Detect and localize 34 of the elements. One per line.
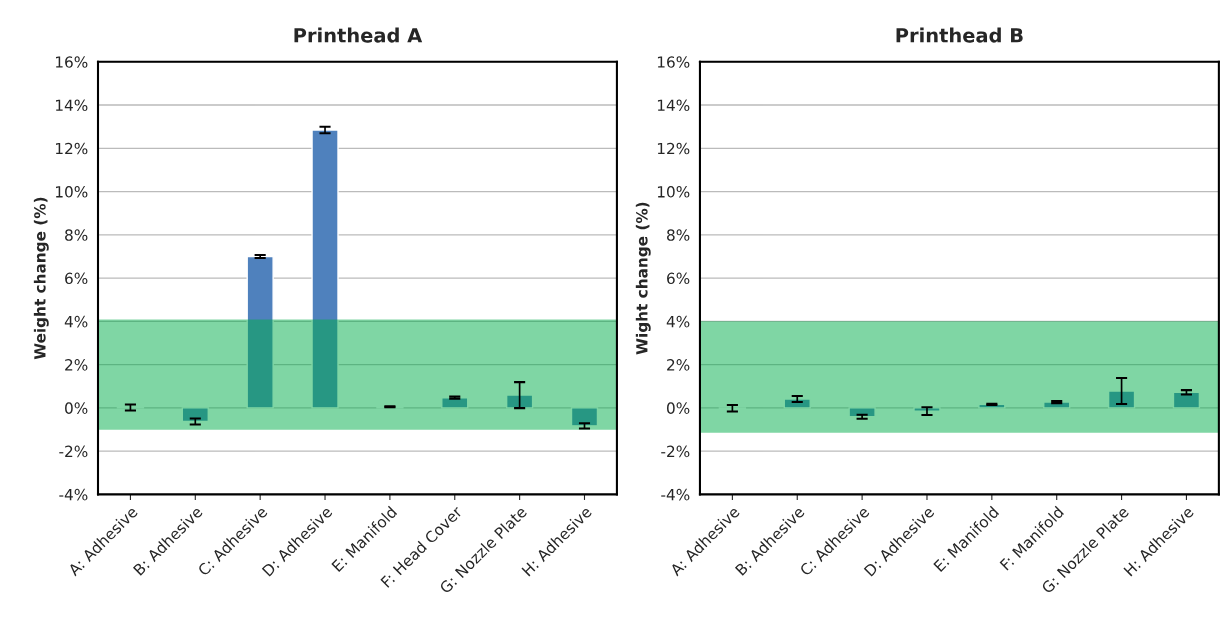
bar <box>1107 390 1136 409</box>
y-axis-title: Weight change (%) <box>33 197 49 360</box>
y-axis-title: Wight change (%) <box>635 202 651 355</box>
y-tick-label: 2% <box>65 359 88 371</box>
y-tick-label: 6% <box>667 272 690 285</box>
y-tick-label: -2% <box>661 445 690 458</box>
y-tick-label: 4% <box>64 315 88 328</box>
y-tick-label: 16% <box>657 56 690 68</box>
y-tick-label: 4% <box>666 315 690 328</box>
y-tick-label: 2% <box>667 359 690 371</box>
y-tick-label: 14% <box>657 99 690 112</box>
bar <box>441 397 469 409</box>
bar <box>913 407 941 412</box>
bar <box>311 129 339 409</box>
y-tick-label: 14% <box>56 99 88 112</box>
bar <box>570 407 599 427</box>
y-tick-label: -2% <box>59 445 88 458</box>
chart-title: Printhead B <box>896 27 1023 43</box>
bar <box>1172 391 1201 409</box>
y-tick-label: -4% <box>661 488 690 501</box>
y-tick-label: 10% <box>657 186 690 198</box>
y-tick-label: 8% <box>65 229 88 241</box>
y-tick-label: 12% <box>657 142 690 155</box>
y-tick-label: 0% <box>65 402 88 414</box>
y-tick-label: 0% <box>667 402 690 414</box>
bar <box>246 255 274 409</box>
y-tick-label: 8% <box>667 229 690 241</box>
chart-title: Printhead A <box>294 27 423 43</box>
y-tick-label: 12% <box>56 142 88 155</box>
bar <box>505 394 534 409</box>
y-tick-label: 10% <box>56 186 88 198</box>
y-tick-label: 6% <box>65 272 88 285</box>
y-tick-label: 16% <box>56 56 88 68</box>
y-tick-label: -4% <box>59 488 88 501</box>
